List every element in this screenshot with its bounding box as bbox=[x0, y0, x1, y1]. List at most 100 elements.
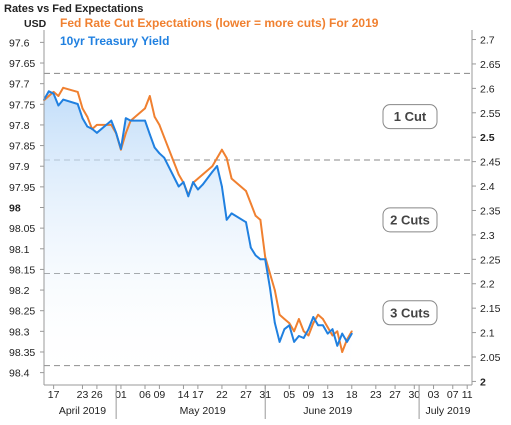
data-point bbox=[62, 98, 65, 101]
data-point bbox=[298, 335, 300, 337]
data-point bbox=[264, 256, 267, 258]
data-point bbox=[182, 181, 185, 184]
data-point bbox=[317, 313, 319, 316]
data-point bbox=[346, 341, 348, 343]
data-point bbox=[96, 131, 98, 134]
annotation-box bbox=[382, 207, 438, 233]
right-tick-label: 2.4 bbox=[480, 181, 495, 193]
data-point bbox=[302, 330, 305, 333]
left-tick-label: 97.75 bbox=[9, 99, 35, 111]
annotation-label: 3 Cuts bbox=[390, 305, 430, 320]
data-point bbox=[293, 341, 295, 343]
data-point bbox=[254, 214, 257, 217]
left-tick-label: 98.35 bbox=[9, 347, 35, 359]
data-point bbox=[201, 173, 204, 176]
right-tick-label: 2.45 bbox=[480, 157, 501, 169]
data-point bbox=[283, 318, 286, 320]
data-point bbox=[144, 119, 146, 122]
data-point bbox=[153, 115, 156, 118]
data-point bbox=[254, 254, 257, 257]
data-point bbox=[110, 119, 113, 122]
data-point bbox=[52, 92, 55, 95]
data-point bbox=[326, 326, 329, 329]
series-lines bbox=[43, 86, 353, 353]
right-tick-label: 2 bbox=[480, 376, 486, 388]
data-point bbox=[336, 344, 339, 347]
data-point bbox=[52, 91, 55, 93]
right-tick-label: 2.65 bbox=[480, 59, 501, 71]
x-tick-label: 22 bbox=[216, 389, 228, 401]
left-tick-label: 98.1 bbox=[9, 244, 30, 256]
month-label: June 2019 bbox=[303, 405, 352, 417]
data-point bbox=[158, 124, 161, 126]
x-tick-label: 09 bbox=[154, 389, 166, 401]
data-point bbox=[81, 117, 84, 120]
data-point bbox=[158, 152, 161, 155]
x-tick-label: 11 bbox=[462, 389, 473, 401]
left-tick-label: 97.7 bbox=[9, 79, 30, 91]
legend-label-fed-expectations: Fed Rate Cut Expectations (lower = more … bbox=[60, 16, 379, 30]
left-tick-label: 98.2 bbox=[9, 285, 30, 297]
data-point bbox=[197, 188, 199, 191]
annotation-label: 2 Cuts bbox=[390, 212, 430, 227]
data-point bbox=[47, 95, 50, 97]
data-point bbox=[81, 107, 84, 110]
x-tick-label: 13 bbox=[322, 389, 334, 401]
left-tick-label: 97.65 bbox=[9, 58, 35, 70]
data-point bbox=[76, 103, 79, 105]
x-tick-label: 14 bbox=[178, 389, 190, 401]
month-label: May 2019 bbox=[180, 405, 226, 417]
x-tick-label: 03 bbox=[428, 389, 440, 401]
data-point bbox=[177, 185, 180, 188]
right-tick-label: 2.2 bbox=[480, 279, 495, 291]
data-point bbox=[259, 219, 262, 221]
x-tick-label: 09 bbox=[303, 389, 315, 401]
data-point bbox=[225, 218, 228, 221]
x-tick-label: 30 bbox=[408, 389, 420, 401]
data-point bbox=[144, 107, 146, 110]
data-point bbox=[187, 195, 190, 198]
data-point bbox=[91, 127, 93, 130]
data-point bbox=[249, 246, 252, 249]
data-point bbox=[120, 148, 122, 150]
x-tick-label: 17 bbox=[48, 389, 60, 401]
left-axis-ticks: 97.6 97.65 97.7 97.75 97.8 97.85 97.9 97.95 98 98… bbox=[9, 37, 44, 380]
x-tick-label: 05 bbox=[283, 389, 295, 401]
data-point bbox=[211, 171, 214, 173]
data-point bbox=[259, 258, 262, 261]
left-tick-label: 98.25 bbox=[9, 306, 35, 318]
legend-label-treasury-yield: 10yr Treasury Yield bbox=[60, 34, 169, 48]
left-tick-label: 97.85 bbox=[9, 141, 35, 153]
left-axis-label: USD bbox=[24, 18, 47, 30]
data-point bbox=[312, 316, 315, 318]
data-point bbox=[245, 221, 247, 224]
data-point bbox=[322, 318, 324, 320]
data-point bbox=[350, 332, 353, 335]
x-tick-label: 27 bbox=[389, 389, 401, 401]
data-point bbox=[245, 190, 247, 192]
left-tick-label: 97.8 bbox=[9, 120, 30, 132]
month-label: April 2019 bbox=[59, 405, 106, 417]
right-tick-label: 2.7 bbox=[480, 35, 495, 47]
data-point bbox=[57, 95, 60, 97]
data-point bbox=[225, 157, 228, 159]
data-point bbox=[192, 181, 195, 184]
data-point bbox=[221, 185, 223, 188]
right-tick-label: 2.1 bbox=[480, 328, 495, 340]
data-point bbox=[350, 330, 353, 333]
treasury-area bbox=[44, 91, 352, 386]
right-axis-ticks: 2.7 2.65 2.6 2.55 2.5 2.45 2.4 2.35 2.3 2.25 2.2 2.… bbox=[472, 35, 501, 388]
data-point bbox=[153, 146, 156, 149]
data-point bbox=[341, 351, 344, 353]
data-point bbox=[307, 328, 310, 331]
data-point bbox=[86, 115, 89, 118]
right-tick-label: 2.25 bbox=[480, 254, 501, 266]
data-point bbox=[312, 322, 315, 324]
left-tick-label: 98.3 bbox=[9, 326, 30, 338]
x-axis-ticks: 17 23 26 01 06 09 14 17 22 27 31 05 09 13 18 23 27 30 03 07… bbox=[48, 385, 473, 419]
data-point bbox=[273, 321, 276, 324]
data-point bbox=[230, 212, 233, 215]
left-tick-label: 98.05 bbox=[9, 223, 35, 235]
data-point bbox=[197, 177, 199, 180]
